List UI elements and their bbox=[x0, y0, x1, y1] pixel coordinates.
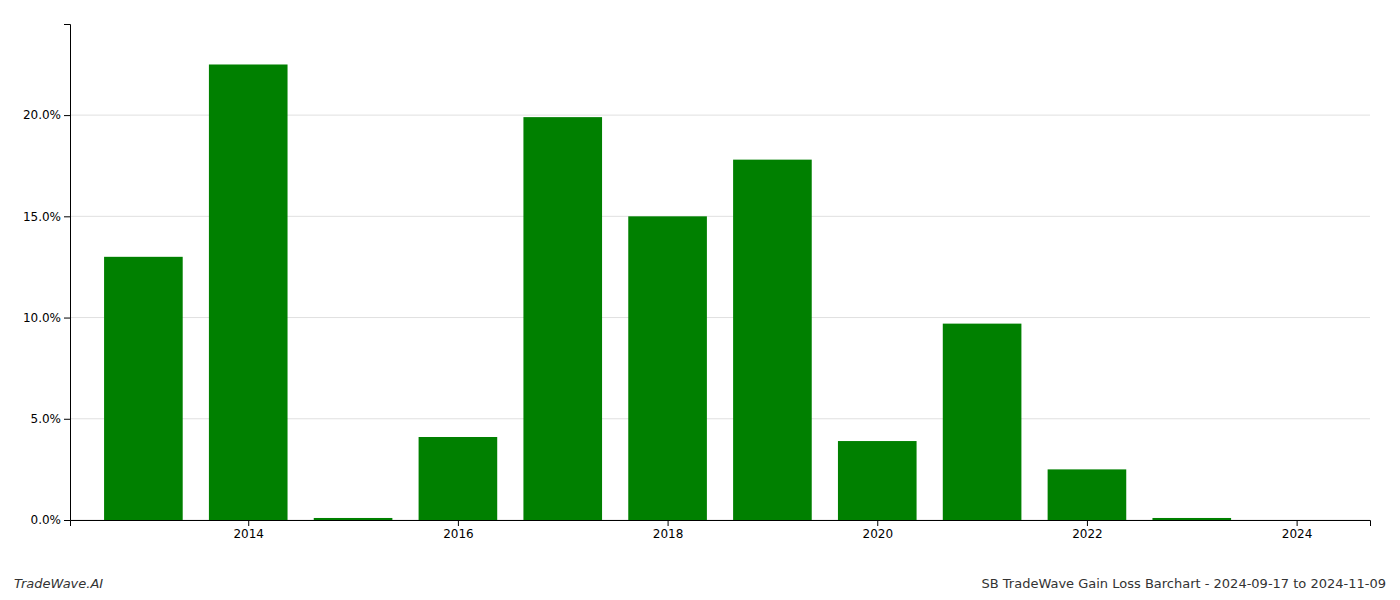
x-axis: 2014 2016 2018 2020 2022 2024 bbox=[71, 520, 1371, 541]
bar bbox=[1152, 518, 1231, 520]
x-tick-mark bbox=[877, 520, 878, 526]
x-tick-label: 2018 bbox=[653, 527, 684, 541]
y-tick-label: 0.0% bbox=[31, 513, 62, 527]
y-axis-line bbox=[64, 25, 71, 521]
x-tick-label: 2016 bbox=[443, 527, 474, 541]
x-tick: 2014 bbox=[233, 520, 264, 541]
bar bbox=[1048, 469, 1127, 520]
y-tick-mark bbox=[64, 216, 70, 217]
x-tick-label: 2024 bbox=[1282, 527, 1313, 541]
bars bbox=[104, 64, 1231, 520]
x-tick-mark bbox=[248, 520, 249, 526]
y-tick-label: 5.0% bbox=[31, 412, 62, 426]
x-tick-label: 2022 bbox=[1072, 527, 1103, 541]
y-tick: 10.0% bbox=[23, 311, 70, 325]
footer-right: SB TradeWave Gain Loss Barchart - 2024-0… bbox=[982, 576, 1387, 591]
chart: 2014 2016 2018 2020 2022 2024 0.0% 5.0% 10.0% 15.… bbox=[0, 0, 1400, 600]
x-tick-label: 2020 bbox=[862, 527, 893, 541]
x-tick: 2016 bbox=[443, 520, 474, 541]
x-tick-label: 2014 bbox=[233, 527, 264, 541]
y-tick-label: 10.0% bbox=[23, 311, 61, 325]
y-tick-mark bbox=[64, 520, 70, 521]
x-tick-mark bbox=[1087, 520, 1088, 526]
y-tick-mark bbox=[64, 318, 70, 319]
footer-left: TradeWave.AI bbox=[14, 576, 103, 591]
y-tick: 0.0% bbox=[31, 513, 71, 527]
x-tick: 2020 bbox=[862, 520, 893, 541]
y-tick: 15.0% bbox=[23, 210, 70, 224]
x-tick: 2024 bbox=[1282, 520, 1313, 541]
bar bbox=[523, 117, 602, 520]
y-tick: 20.0% bbox=[23, 108, 70, 122]
bar bbox=[943, 324, 1022, 520]
y-tick-label: 15.0% bbox=[23, 210, 61, 224]
plot: 2014 2016 2018 2020 2022 2024 0.0% 5.0% 10.0% 15.… bbox=[23, 25, 1371, 541]
bar bbox=[838, 441, 917, 520]
y-tick: 5.0% bbox=[31, 412, 71, 426]
x-tick: 2018 bbox=[653, 520, 684, 541]
x-tick-mark bbox=[1297, 520, 1298, 526]
bar bbox=[209, 64, 288, 520]
y-tick-label: 20.0% bbox=[23, 108, 61, 122]
y-axis: 0.0% 5.0% 10.0% 15.0% 20.0% bbox=[23, 25, 71, 528]
x-tick: 2022 bbox=[1072, 520, 1103, 541]
y-tick-mark bbox=[64, 419, 70, 420]
x-tick-mark bbox=[668, 520, 669, 526]
y-tick-mark bbox=[64, 115, 70, 116]
bar bbox=[733, 160, 812, 520]
bar bbox=[628, 216, 707, 520]
x-axis-line bbox=[71, 521, 1371, 527]
x-tick-mark bbox=[458, 520, 459, 526]
bar bbox=[104, 257, 183, 520]
bar bbox=[419, 437, 498, 520]
bar bbox=[314, 518, 393, 520]
